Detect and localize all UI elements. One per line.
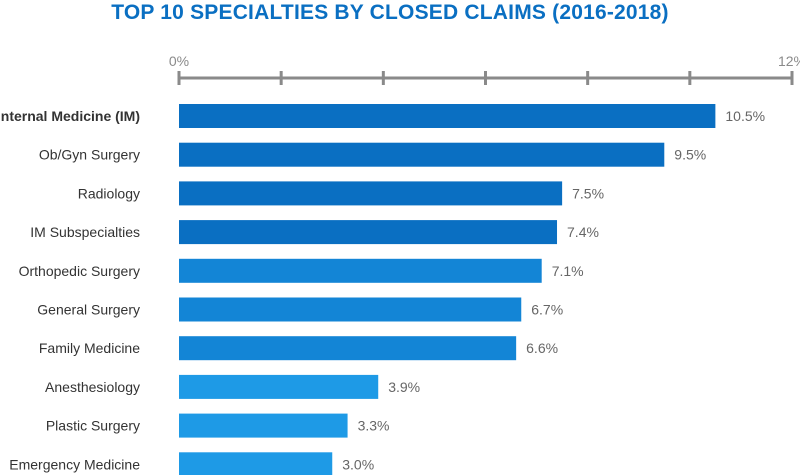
value-label: 7.4% bbox=[567, 224, 599, 240]
value-label: 9.5% bbox=[674, 147, 706, 163]
category-label: Family Medicine bbox=[39, 340, 140, 356]
value-label: 6.7% bbox=[531, 302, 563, 318]
bar bbox=[179, 413, 348, 438]
bar bbox=[179, 452, 333, 475]
bar bbox=[179, 220, 558, 245]
value-label: 3.3% bbox=[358, 418, 390, 434]
category-label: Orthopedic Surgery bbox=[19, 263, 140, 279]
chart-title: TOP 10 SPECIALTIES BY CLOSED CLAIMS (201… bbox=[111, 1, 669, 24]
value-label: 6.6% bbox=[526, 340, 558, 356]
bar bbox=[179, 142, 665, 167]
x-tick-label: 0% bbox=[169, 53, 189, 69]
value-label: 3.0% bbox=[342, 456, 374, 472]
bar bbox=[179, 374, 379, 399]
category-label: General Surgery bbox=[37, 302, 140, 318]
category-label: Internal Medicine (IM) bbox=[0, 108, 140, 124]
value-label: 7.1% bbox=[552, 263, 584, 279]
x-tick-label: 12% bbox=[778, 53, 800, 69]
bar bbox=[179, 181, 563, 206]
category-label: Emergency Medicine bbox=[9, 456, 140, 472]
category-label: Plastic Surgery bbox=[46, 418, 140, 434]
value-label: 3.9% bbox=[388, 379, 420, 395]
bar bbox=[179, 104, 716, 128]
category-label: Radiology bbox=[78, 185, 140, 201]
category-label: Ob/Gyn Surgery bbox=[39, 147, 140, 163]
bar bbox=[179, 336, 517, 361]
value-label: 7.5% bbox=[572, 185, 604, 201]
category-label: IM Subspecialties bbox=[30, 224, 140, 240]
bar bbox=[179, 297, 522, 322]
value-label: 10.5% bbox=[725, 108, 765, 124]
category-label: Anesthesiology bbox=[45, 379, 140, 395]
bar bbox=[179, 258, 542, 283]
